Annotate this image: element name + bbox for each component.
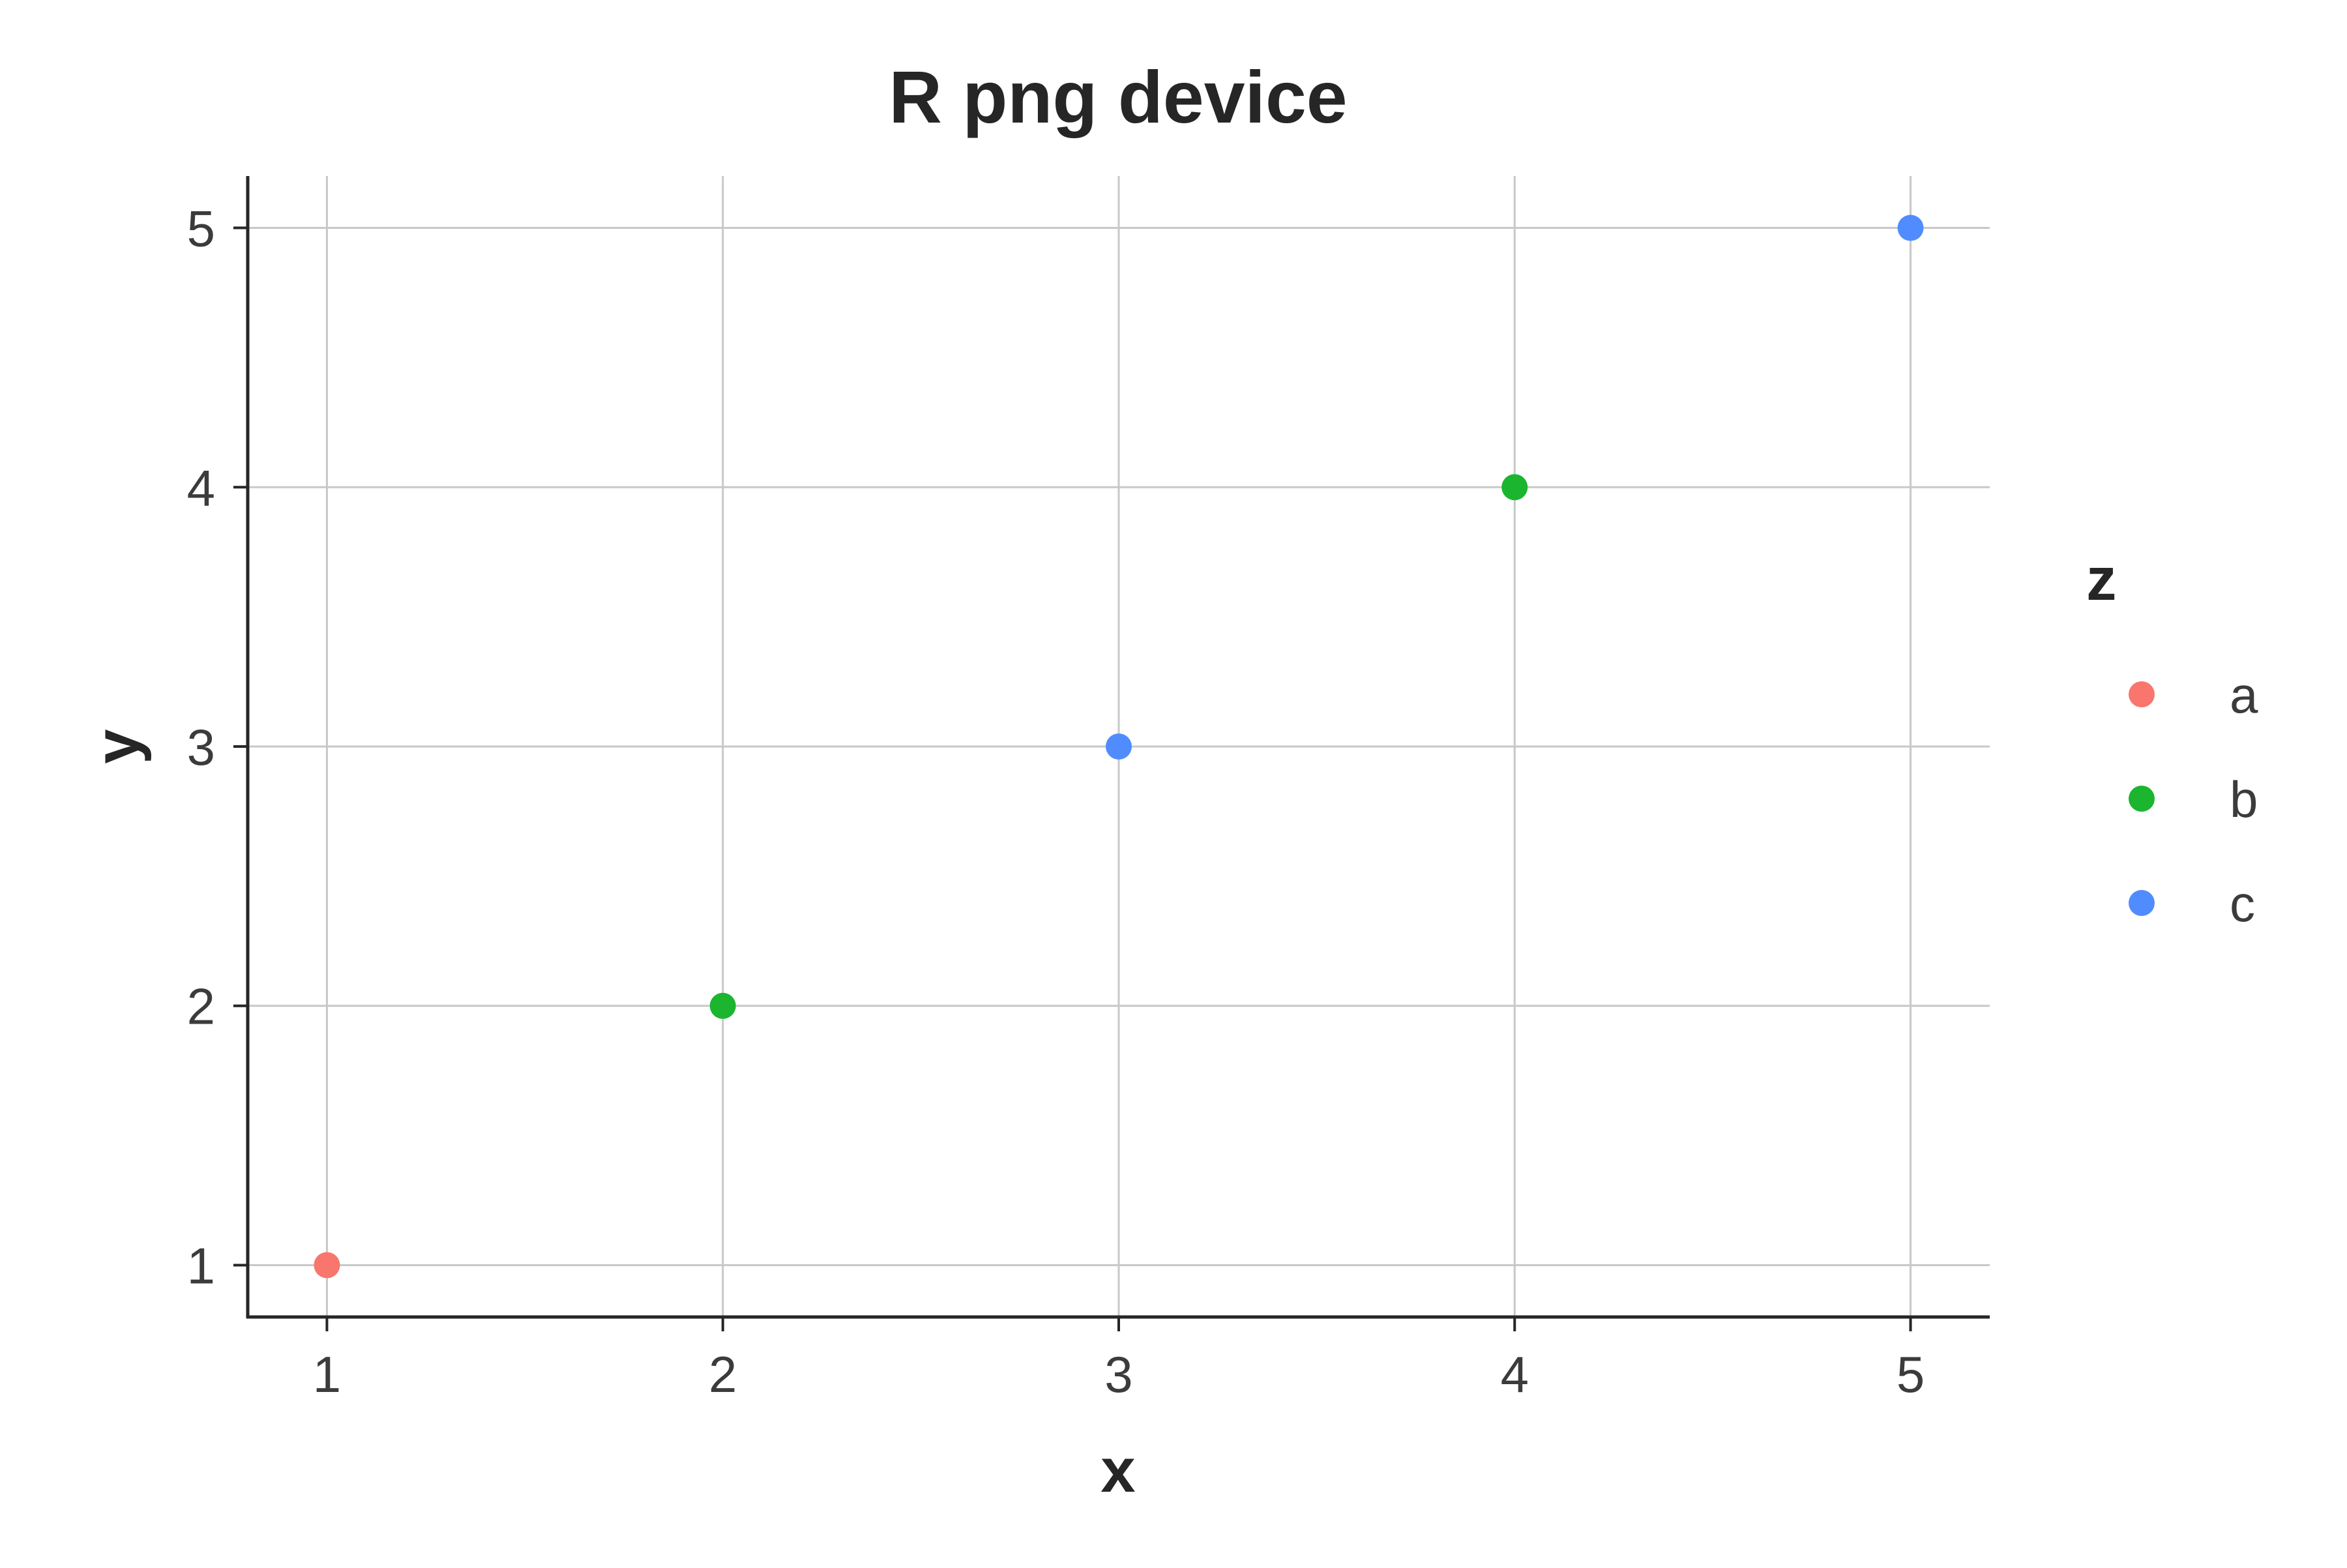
data-point-5-c xyxy=(1897,214,1924,241)
data-point-3-c xyxy=(1106,733,1132,760)
x-axis-title: x xyxy=(1100,1436,1135,1505)
y-tick-label-1: 1 xyxy=(187,1237,215,1294)
data-point-4-b xyxy=(1501,474,1528,501)
legend-key-b xyxy=(2129,786,2155,812)
legend-label-c: c xyxy=(2230,875,2255,932)
legend-key-c xyxy=(2129,890,2155,916)
x-tick-label-3: 3 xyxy=(1104,1346,1132,1403)
axes xyxy=(233,176,1990,1331)
legend: z abc xyxy=(2086,545,2258,932)
x-tick-label-4: 4 xyxy=(1501,1346,1529,1403)
x-tick-label-5: 5 xyxy=(1897,1346,1925,1403)
x-tick-label-1: 1 xyxy=(313,1346,341,1403)
y-tick-label-2: 2 xyxy=(187,978,215,1035)
legend-key-a xyxy=(2129,681,2155,707)
data-points xyxy=(314,214,1924,1279)
data-point-1-a xyxy=(314,1252,340,1279)
y-tick-label-5: 5 xyxy=(187,200,215,258)
chart-title: R png device xyxy=(889,56,1347,138)
x-tick-label-2: 2 xyxy=(709,1346,737,1403)
grid-lines xyxy=(248,176,1990,1317)
data-point-2-b xyxy=(709,992,736,1019)
y-tick-label-3: 3 xyxy=(187,718,215,776)
tick-labels: 1 2 3 4 5 1 2 3 4 5 xyxy=(187,200,1925,1403)
legend-title: z xyxy=(2086,545,2117,613)
y-axis-title: y xyxy=(82,729,152,763)
legend-label-b: b xyxy=(2230,771,2258,828)
legend-label-a: a xyxy=(2230,666,2258,724)
y-tick-label-4: 4 xyxy=(187,459,215,516)
